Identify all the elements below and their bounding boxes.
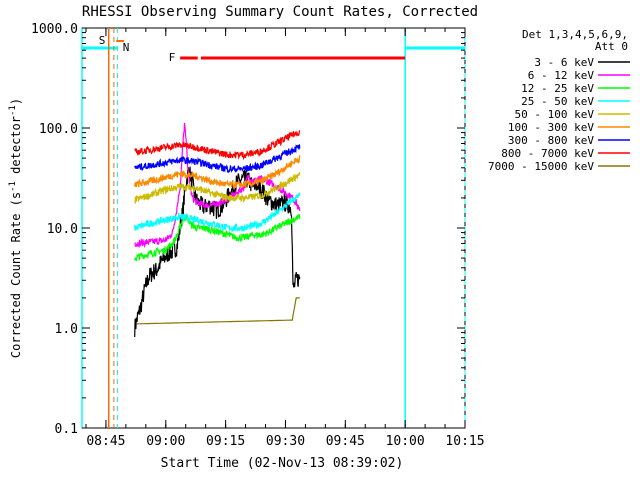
y-axis-label-sup: -1 — [8, 105, 18, 116]
series-line — [134, 166, 301, 338]
legend-entry-label: 25 - 50 keV — [521, 95, 594, 108]
legend-entry-label: 7000 - 15000 keV — [488, 160, 594, 173]
x-tick-label: 09:45 — [326, 434, 365, 449]
series-line — [134, 213, 301, 262]
legend-header: Det 1,3,4,5,6,9, — [522, 28, 628, 41]
legend-entry-label: 50 - 100 keV — [515, 108, 595, 121]
series-line — [134, 191, 301, 234]
legend-entry-label: 300 - 800 keV — [508, 134, 594, 147]
x-tick-label: 09:30 — [266, 434, 305, 449]
y-axis-label-sup: -1 — [8, 181, 18, 192]
legend-entry-label: 3 - 6 keV — [534, 56, 594, 69]
legend-entry-label: 12 - 25 keV — [521, 82, 594, 95]
saa-label: S — [99, 34, 106, 47]
chart-title: RHESSI Observing Summary Count Rates, Co… — [82, 4, 478, 20]
x-tick-label: 10:00 — [386, 434, 425, 449]
plot-area: NSF 08:45 09:00 09:15 09:30 09:45 10:00 10:150… — [31, 22, 485, 449]
legend-entry-label: 6 - 12 keV — [528, 69, 595, 82]
y-axis-label-part: detector — [9, 116, 23, 181]
night-label: N — [123, 41, 130, 54]
series-line — [134, 144, 301, 174]
x-tick-label: 09:00 — [146, 434, 185, 449]
series-line — [134, 171, 301, 205]
legend-entry-label: 100 - 300 keV — [508, 121, 594, 134]
y-tick-label: 1000.0 — [31, 22, 78, 37]
y-axis-label-part: ) — [9, 98, 23, 105]
legend-header: Att 0 — [595, 40, 628, 53]
series-layer — [134, 122, 301, 338]
series-line — [134, 155, 301, 189]
x-tick-label: 10:15 — [445, 434, 484, 449]
axis-ticks: 08:45 09:00 09:15 09:30 09:45 10:00 10:15 0.1 1.… — [31, 22, 485, 449]
y-tick-label: 1.0 — [55, 322, 78, 337]
y-axis-label-part: Corrected Count Rate (s — [9, 192, 23, 358]
x-axis-label: Start Time (02-Nov-13 08:39:02) — [161, 456, 404, 471]
series-line — [134, 130, 301, 161]
y-tick-label: 0.1 — [55, 422, 78, 437]
y-axis-label: Corrected Count Rate (s-1 detector-1) — [8, 98, 23, 358]
legend-entry-label: 800 - 7000 keV — [501, 147, 594, 160]
y-tick-label: 100.0 — [39, 122, 78, 137]
series-line — [136, 297, 300, 325]
x-tick-label: 08:45 — [86, 434, 125, 449]
y-tick-label: 10.0 — [47, 222, 78, 237]
flare-label: F — [169, 51, 176, 64]
series-line — [134, 122, 301, 249]
x-tick-label: 09:15 — [206, 434, 245, 449]
